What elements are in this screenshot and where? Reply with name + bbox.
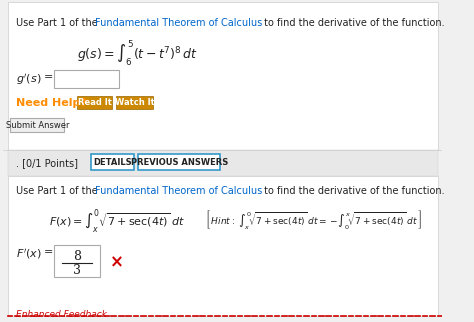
Text: Enhanced Feedback: Enhanced Feedback — [16, 310, 107, 319]
Text: Fundamental Theorem of Calculus: Fundamental Theorem of Calculus — [95, 18, 262, 28]
FancyBboxPatch shape — [54, 70, 119, 88]
Text: to find the derivative of the function.: to find the derivative of the function. — [261, 186, 444, 196]
FancyBboxPatch shape — [8, 2, 438, 150]
Text: Watch It: Watch It — [115, 98, 155, 107]
Text: DETAILS: DETAILS — [93, 157, 132, 166]
Text: $\left[\,Hint:\;\int_x^0\!\sqrt{7+\sec(4t)}\;dt = -\!\int_0^x\!\sqrt{7+\sec(4t)}: $\left[\,Hint:\;\int_x^0\!\sqrt{7+\sec(4… — [205, 208, 422, 231]
Text: Submit Answer: Submit Answer — [6, 120, 69, 129]
FancyBboxPatch shape — [91, 154, 134, 170]
Text: ×: × — [109, 253, 124, 271]
Text: $g'(s)$: $g'(s)$ — [16, 72, 42, 87]
Text: =: = — [44, 72, 53, 82]
Text: Use Part 1 of the: Use Part 1 of the — [16, 186, 101, 196]
Text: Need Help?: Need Help? — [16, 98, 87, 108]
Text: 8: 8 — [73, 251, 81, 263]
FancyBboxPatch shape — [54, 245, 100, 277]
FancyBboxPatch shape — [10, 118, 64, 132]
Text: Fundamental Theorem of Calculus: Fundamental Theorem of Calculus — [95, 186, 262, 196]
FancyBboxPatch shape — [138, 154, 220, 170]
Text: Use Part 1 of the: Use Part 1 of the — [16, 18, 101, 28]
Text: =: = — [44, 247, 53, 257]
FancyBboxPatch shape — [8, 150, 438, 176]
Text: $F'(x)$: $F'(x)$ — [16, 247, 42, 261]
Text: Read It: Read It — [78, 98, 112, 107]
Text: to find the derivative of the function.: to find the derivative of the function. — [261, 18, 444, 28]
Text: $F(x) = \int_x^0 \sqrt{7 + \sec(4t)}\;dt$: $F(x) = \int_x^0 \sqrt{7 + \sec(4t)}\;dt… — [49, 208, 186, 236]
FancyBboxPatch shape — [116, 96, 153, 109]
Text: $g(s) = \int_6^5 (t - t^7)^8\,dt$: $g(s) = \int_6^5 (t - t^7)^8\,dt$ — [77, 38, 198, 68]
FancyBboxPatch shape — [8, 176, 438, 316]
Text: PREVIOUS ANSWERS: PREVIOUS ANSWERS — [130, 157, 228, 166]
Text: . [0/1 Points]: . [0/1 Points] — [16, 158, 78, 168]
Text: 3: 3 — [73, 264, 81, 278]
FancyBboxPatch shape — [77, 96, 112, 109]
